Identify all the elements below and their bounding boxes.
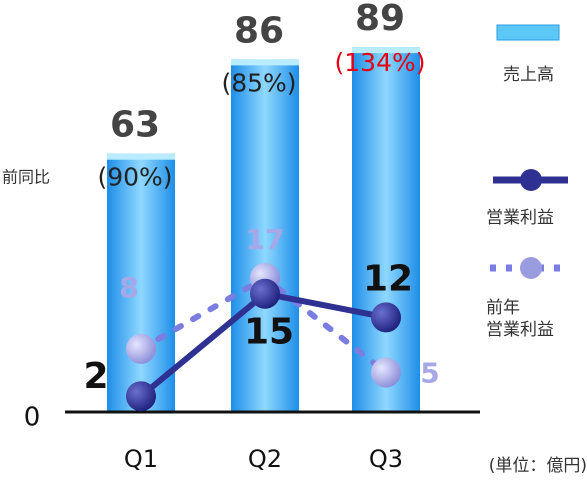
bar	[107, 153, 175, 412]
unit-note: (単位：億円)	[489, 456, 587, 476]
legend-marker	[520, 169, 542, 191]
line-value-label: 15	[244, 312, 294, 353]
bar-cap	[231, 59, 299, 66]
legend-swatch	[496, 24, 560, 41]
marker	[126, 333, 156, 364]
legend-label: 前年 営業利益	[486, 298, 554, 340]
yoy-value-label: (85%)	[221, 68, 296, 97]
yoy-label: 前同比	[2, 168, 50, 187]
x-tick-label: Q2	[248, 445, 282, 473]
yoy-value-label: (90%)	[97, 163, 172, 192]
yoy-value-label: (134%)	[335, 48, 426, 77]
line-value-label: 12	[363, 258, 413, 299]
x-tick-label: Q3	[369, 445, 403, 473]
marker	[371, 357, 401, 388]
bar-cap	[352, 47, 420, 54]
line-value-label: 8	[119, 271, 138, 304]
bar	[352, 47, 420, 412]
line-value-label: 17	[246, 223, 285, 256]
line-value-label: 2	[83, 356, 108, 397]
legend-label: 売上高	[503, 65, 554, 85]
x-tick-label: Q1	[124, 445, 158, 473]
marker	[250, 278, 280, 309]
bar-value-label: 63	[110, 105, 160, 146]
y-tick-label: 0	[24, 403, 41, 433]
bar-cap	[107, 153, 175, 160]
marker	[126, 381, 156, 412]
legend-label: 営業利益	[486, 208, 554, 228]
marker	[371, 302, 401, 333]
bar-value-label: 89	[355, 0, 405, 39]
line-value-label: 5	[420, 357, 439, 390]
bar	[231, 59, 299, 413]
bar-value-label: 86	[234, 10, 284, 51]
legend-marker	[520, 257, 542, 279]
